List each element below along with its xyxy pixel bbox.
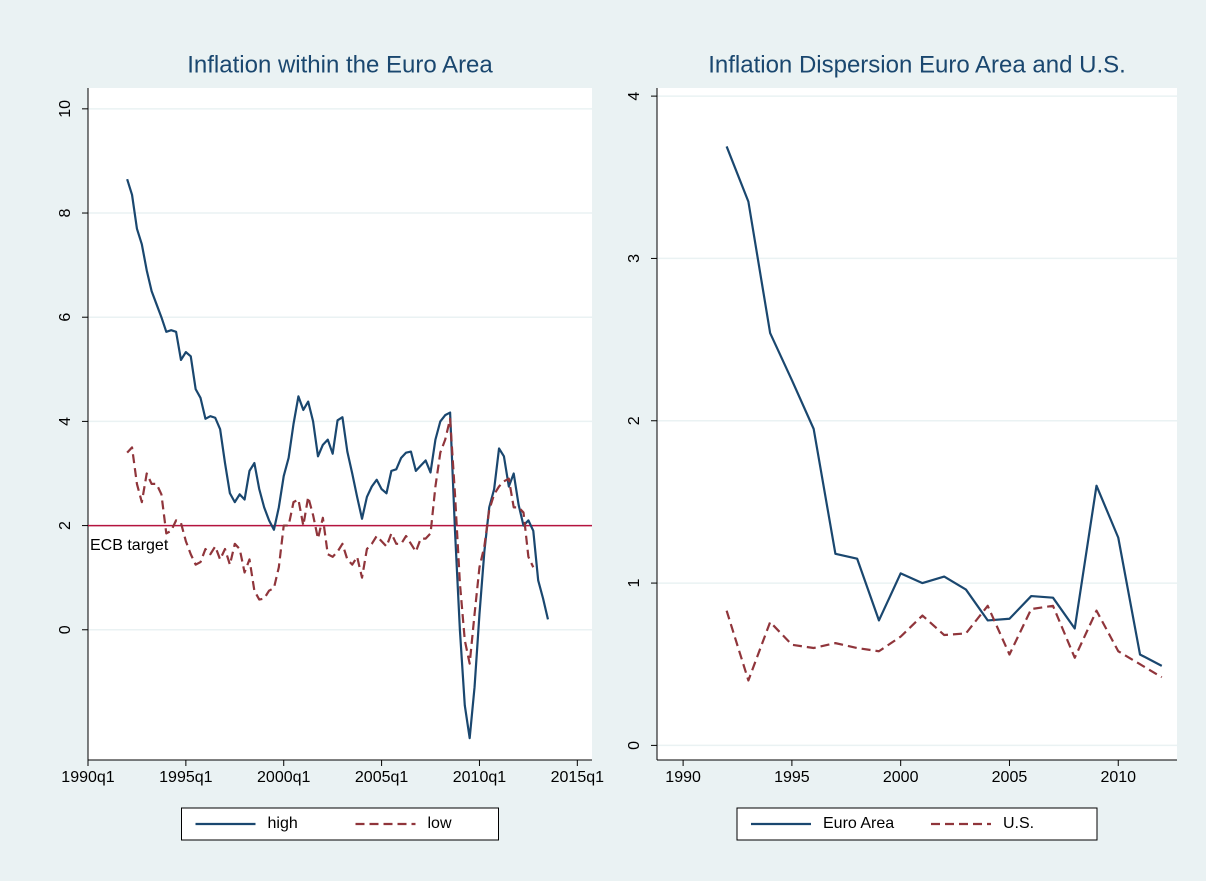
y-tick-label: 2 [57, 521, 74, 530]
series-line [126, 178, 550, 740]
y-tick-label: 10 [57, 100, 74, 118]
legend-label: low [428, 815, 452, 832]
series-line [725, 604, 1163, 682]
chart-title: Inflation Dispersion Euro Area and U.S. [708, 51, 1126, 78]
x-tick-label: 1990 [665, 769, 701, 786]
x-tick-label: 1995 [774, 769, 810, 786]
y-tick-label: 4 [57, 417, 74, 426]
y-tick-label: 3 [626, 254, 643, 263]
legend-label: Euro Area [823, 815, 894, 832]
x-tick-label: 2015q1 [551, 769, 604, 786]
plot-area [657, 88, 1177, 760]
x-tick-label: 2010 [1100, 769, 1136, 786]
y-tick-label: 2 [626, 416, 643, 425]
x-tick-label: 2000q1 [257, 769, 310, 786]
legend-label: high [268, 815, 298, 832]
plot-area [88, 88, 592, 760]
x-tick-label: 2010q1 [453, 769, 506, 786]
legend-label: U.S. [1003, 815, 1034, 832]
series-line [126, 417, 535, 665]
y-tick-label: 8 [57, 208, 74, 217]
y-tick-label: 6 [57, 313, 74, 322]
series-line [725, 146, 1163, 667]
y-tick-label: 0 [626, 741, 643, 750]
chart-title: Inflation within the Euro Area [187, 51, 493, 78]
x-tick-label: 2000 [883, 769, 919, 786]
x-tick-label: 1990q1 [61, 769, 114, 786]
x-tick-label: 2005q1 [355, 769, 408, 786]
y-tick-label: 0 [57, 625, 74, 634]
annotation: ECB target [90, 537, 169, 554]
x-tick-label: 2005 [992, 769, 1028, 786]
y-tick-label: 4 [626, 92, 643, 101]
x-tick-label: 1995q1 [159, 769, 212, 786]
y-tick-label: 1 [626, 579, 643, 588]
